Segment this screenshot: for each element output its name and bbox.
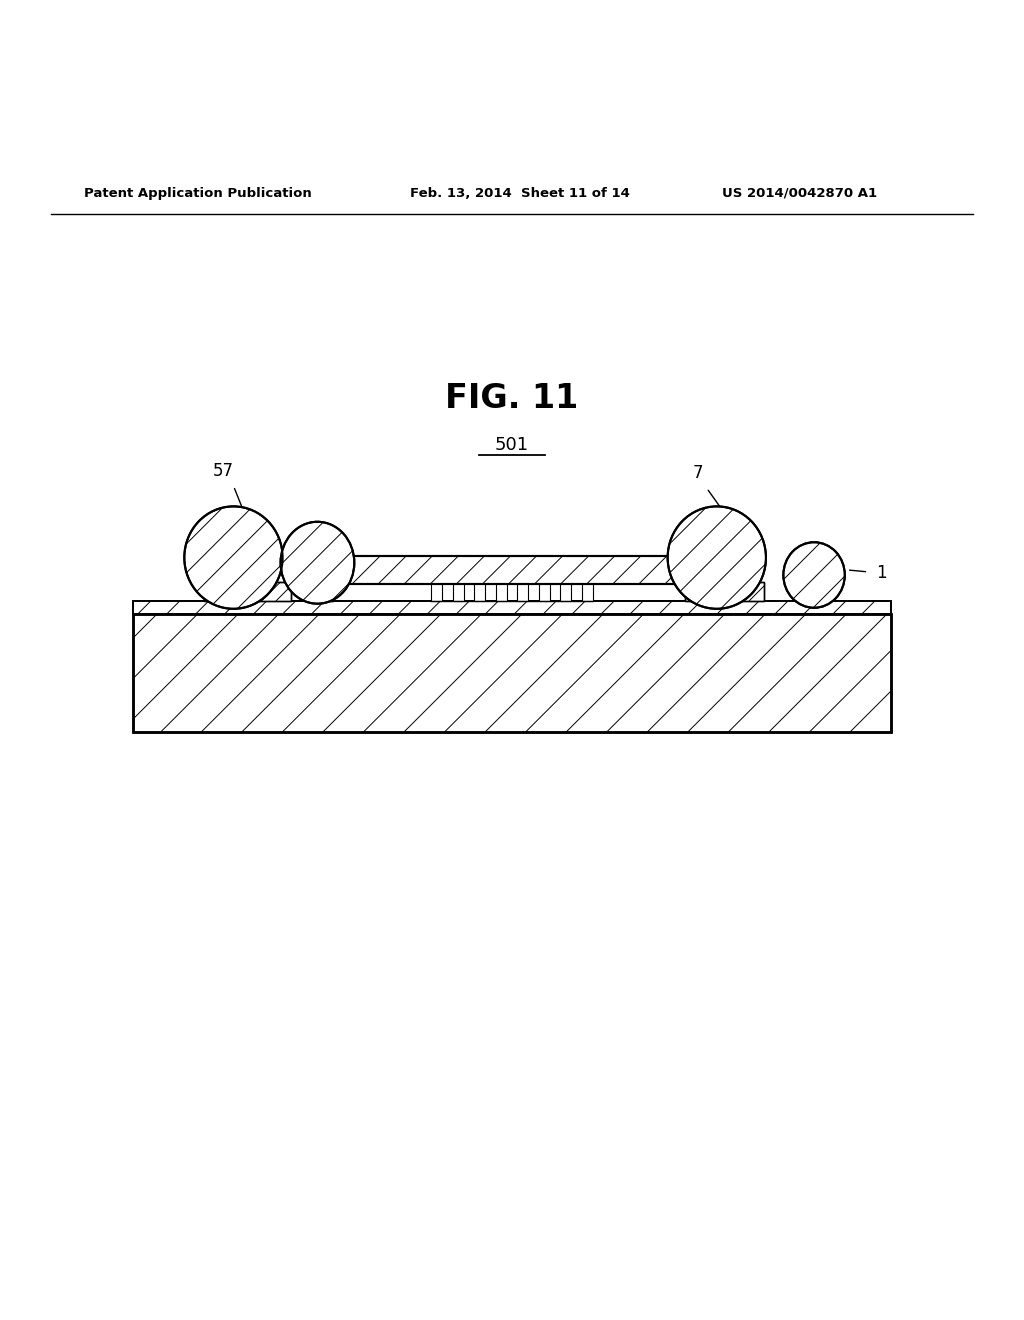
Text: Patent Application Publication: Patent Application Publication (84, 187, 311, 199)
Text: FIG. 11: FIG. 11 (445, 383, 579, 416)
Ellipse shape (668, 507, 766, 609)
Bar (307, 585, 333, 601)
Bar (560, 582, 571, 601)
Bar (133, 601, 891, 614)
Bar (133, 601, 891, 614)
Bar (307, 556, 717, 585)
Bar (431, 582, 442, 601)
Bar (795, 582, 827, 601)
Text: 1: 1 (877, 564, 887, 582)
Bar (307, 585, 333, 601)
Text: US 2014/0042870 A1: US 2014/0042870 A1 (722, 187, 877, 199)
Bar (204, 582, 237, 601)
Bar (496, 582, 507, 601)
Bar (685, 582, 718, 601)
Bar (517, 582, 528, 601)
Bar (691, 585, 717, 601)
Ellipse shape (184, 507, 283, 609)
Ellipse shape (783, 543, 845, 607)
Text: 501: 501 (495, 436, 529, 454)
Bar (731, 582, 764, 601)
Ellipse shape (281, 521, 354, 603)
Text: 57: 57 (213, 462, 233, 479)
Text: 7: 7 (693, 463, 703, 482)
Text: Feb. 13, 2014  Sheet 11 of 14: Feb. 13, 2014 Sheet 11 of 14 (410, 187, 630, 199)
Bar (685, 582, 718, 601)
Bar (133, 614, 891, 731)
Bar (258, 582, 291, 601)
Bar (258, 582, 291, 601)
Bar (133, 614, 891, 731)
Bar (204, 582, 237, 601)
Bar (582, 582, 593, 601)
Bar (795, 582, 827, 601)
Bar (453, 582, 464, 601)
Bar (474, 582, 485, 601)
Bar (307, 556, 717, 585)
Bar (731, 582, 764, 601)
Bar (539, 582, 550, 601)
Bar (691, 585, 717, 601)
